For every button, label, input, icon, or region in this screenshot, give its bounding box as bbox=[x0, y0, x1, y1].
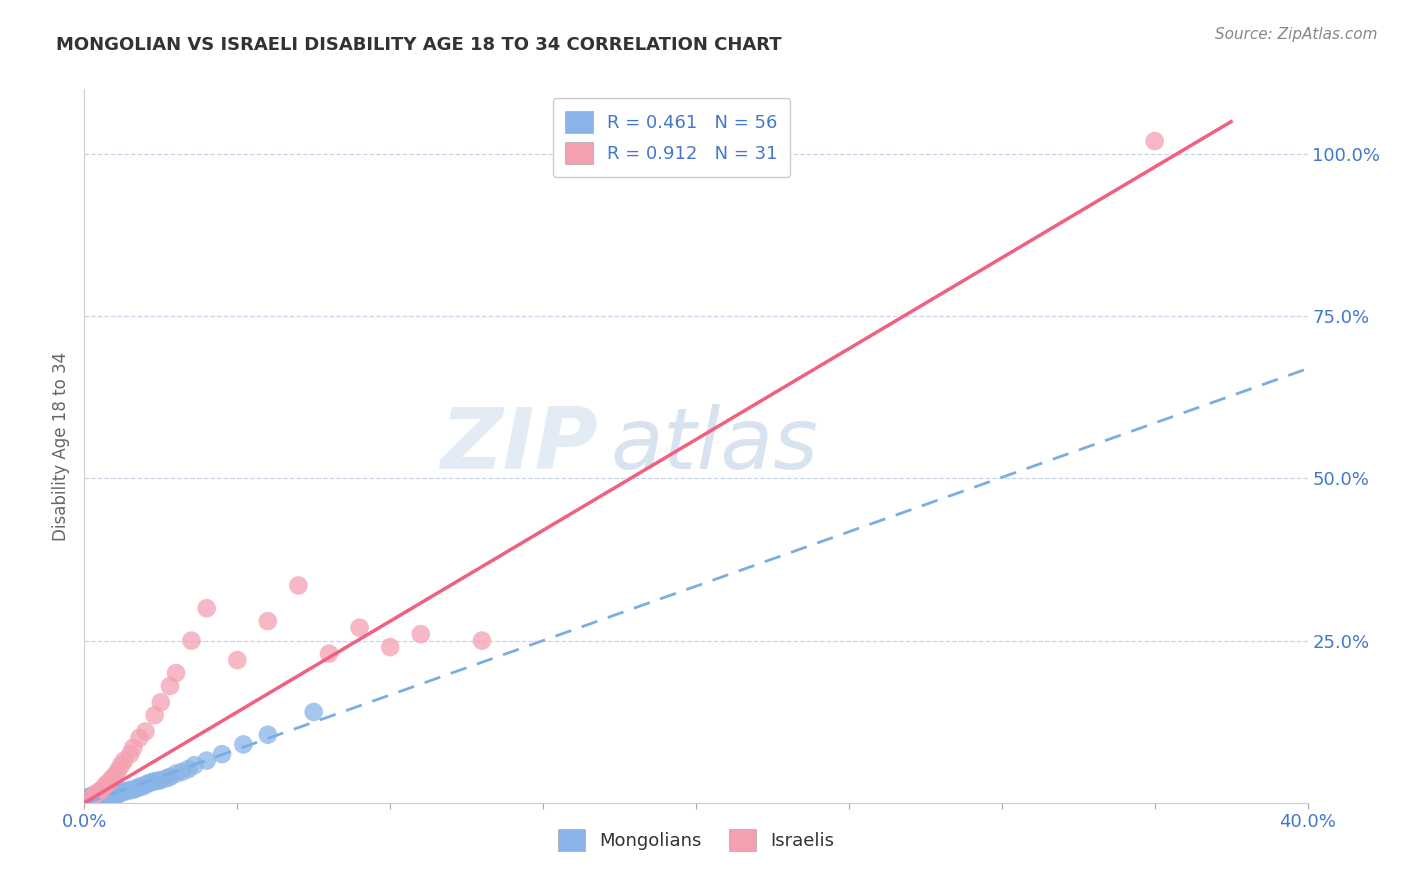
Point bbox=[120, 747, 142, 761]
Point bbox=[91, 781, 114, 796]
Point bbox=[149, 773, 172, 788]
Point bbox=[104, 786, 127, 800]
Point bbox=[104, 768, 127, 782]
Point bbox=[177, 762, 200, 776]
Point bbox=[94, 789, 117, 804]
Point bbox=[172, 764, 194, 779]
Point bbox=[125, 781, 148, 796]
Point bbox=[107, 764, 129, 778]
Point bbox=[101, 771, 124, 785]
Point bbox=[76, 792, 98, 806]
Point bbox=[159, 679, 181, 693]
Point bbox=[471, 633, 494, 648]
Point bbox=[128, 731, 150, 745]
Point bbox=[131, 780, 153, 794]
Point bbox=[83, 790, 105, 805]
Point bbox=[232, 738, 254, 752]
Point bbox=[104, 788, 127, 802]
Point bbox=[120, 782, 142, 797]
Point bbox=[318, 647, 340, 661]
Y-axis label: Disability Age 18 to 34: Disability Age 18 to 34 bbox=[52, 351, 70, 541]
Point bbox=[195, 601, 218, 615]
Point bbox=[97, 788, 120, 802]
Point bbox=[79, 790, 101, 805]
Point bbox=[143, 708, 166, 723]
Point bbox=[211, 747, 233, 761]
Point bbox=[97, 789, 120, 804]
Point bbox=[94, 788, 117, 802]
Point bbox=[165, 666, 187, 681]
Point bbox=[89, 789, 111, 804]
Point bbox=[226, 653, 249, 667]
Point bbox=[97, 786, 120, 800]
Point bbox=[101, 789, 124, 804]
Point bbox=[115, 784, 138, 798]
Point bbox=[143, 774, 166, 789]
Point bbox=[180, 633, 202, 648]
Point bbox=[97, 775, 120, 789]
Point bbox=[86, 786, 108, 800]
Point bbox=[89, 788, 111, 802]
Point bbox=[149, 695, 172, 709]
Point bbox=[107, 788, 129, 802]
Point bbox=[112, 754, 135, 768]
Point bbox=[138, 776, 160, 790]
Point bbox=[112, 784, 135, 798]
Point bbox=[76, 790, 98, 805]
Point bbox=[302, 705, 325, 719]
Point bbox=[79, 792, 101, 806]
Point bbox=[91, 788, 114, 802]
Point bbox=[94, 778, 117, 792]
Point bbox=[86, 789, 108, 804]
Point bbox=[110, 758, 132, 772]
Point bbox=[107, 785, 129, 799]
Point bbox=[349, 621, 371, 635]
Point bbox=[1143, 134, 1166, 148]
Point bbox=[101, 788, 124, 802]
Point bbox=[146, 773, 169, 788]
Point bbox=[135, 724, 157, 739]
Point bbox=[89, 790, 111, 805]
Point bbox=[86, 792, 108, 806]
Point bbox=[89, 792, 111, 806]
Point bbox=[94, 790, 117, 805]
Point bbox=[195, 754, 218, 768]
Point bbox=[122, 782, 145, 797]
Text: atlas: atlas bbox=[610, 404, 818, 488]
Text: MONGOLIAN VS ISRAELI DISABILITY AGE 18 TO 34 CORRELATION CHART: MONGOLIAN VS ISRAELI DISABILITY AGE 18 T… bbox=[56, 36, 782, 54]
Point bbox=[122, 740, 145, 755]
Point bbox=[110, 786, 132, 800]
Point bbox=[257, 614, 280, 628]
Point bbox=[83, 789, 105, 804]
Point bbox=[83, 792, 105, 806]
Point bbox=[86, 790, 108, 805]
Point bbox=[287, 578, 309, 592]
Text: Source: ZipAtlas.com: Source: ZipAtlas.com bbox=[1215, 27, 1378, 42]
Legend: Mongolians, Israelis: Mongolians, Israelis bbox=[551, 822, 841, 858]
Point bbox=[83, 789, 105, 804]
Text: ZIP: ZIP bbox=[440, 404, 598, 488]
Point bbox=[91, 789, 114, 804]
Point bbox=[257, 728, 280, 742]
Point bbox=[128, 780, 150, 794]
Point bbox=[159, 770, 181, 784]
Point bbox=[135, 778, 157, 792]
Point bbox=[183, 758, 205, 772]
Point bbox=[409, 627, 432, 641]
Point bbox=[156, 771, 179, 785]
Point bbox=[79, 789, 101, 804]
Point bbox=[79, 792, 101, 806]
Point bbox=[91, 790, 114, 805]
Point bbox=[165, 766, 187, 780]
Point bbox=[83, 788, 105, 802]
Point bbox=[380, 640, 402, 654]
Point bbox=[89, 784, 111, 798]
Point bbox=[141, 775, 163, 789]
